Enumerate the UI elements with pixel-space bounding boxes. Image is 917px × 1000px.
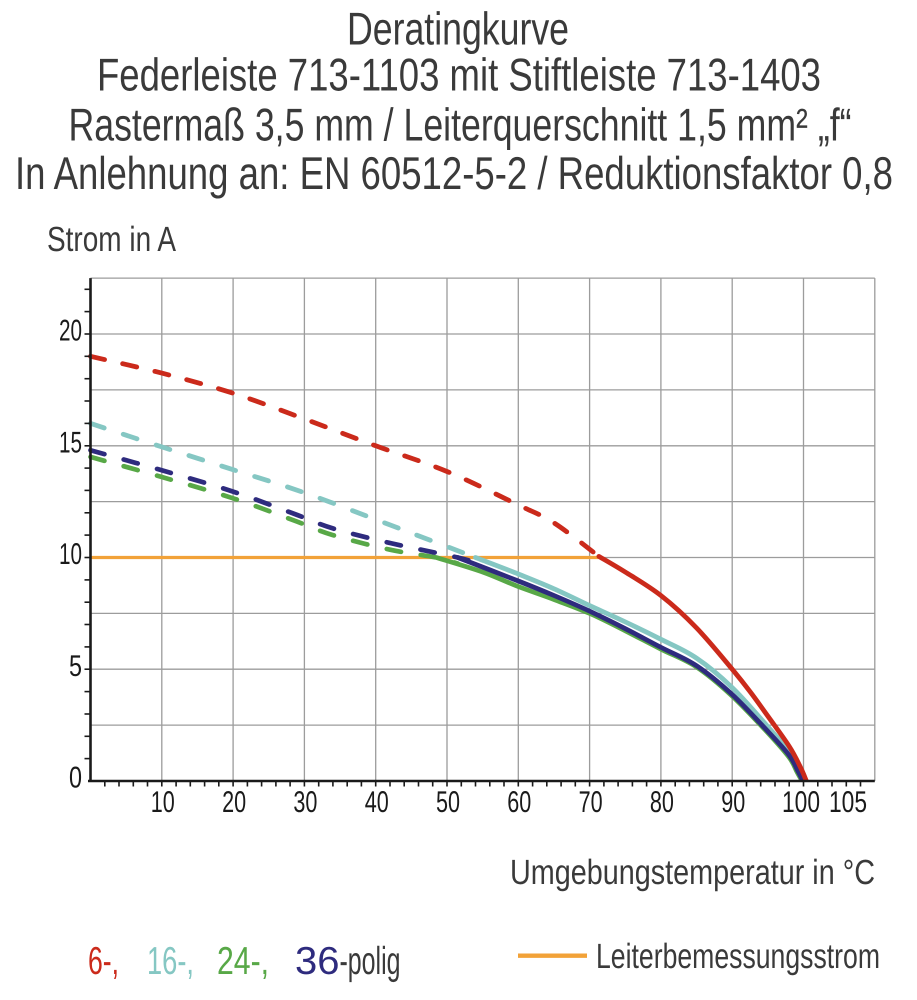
svg-text:50: 50: [436, 786, 460, 819]
svg-text:36: 36: [295, 940, 340, 983]
svg-text:Rastermaß 3,5 mm / Leiterquers: Rastermaß 3,5 mm / Leiterquerschnitt 1,5…: [69, 99, 852, 151]
svg-text:-polig: -polig: [340, 940, 401, 983]
svg-text:10: 10: [151, 786, 175, 819]
svg-text:6-,: 6-,: [88, 940, 119, 983]
svg-text:5: 5: [69, 650, 82, 683]
svg-text:30: 30: [293, 786, 317, 819]
svg-text:70: 70: [579, 786, 603, 819]
svg-text:80: 80: [650, 786, 674, 819]
svg-text:100: 100: [782, 786, 820, 819]
svg-text:Federleiste 713-1103 mit Stift: Federleiste 713-1103 mit Stiftleiste 713…: [97, 49, 821, 101]
svg-text:24-,: 24-,: [217, 940, 269, 983]
svg-text:105: 105: [829, 786, 867, 819]
svg-text:16-,: 16-,: [147, 940, 194, 983]
svg-text:40: 40: [365, 786, 389, 819]
svg-text:20: 20: [59, 315, 82, 348]
svg-text:Strom in A: Strom in A: [47, 220, 177, 259]
svg-text:90: 90: [721, 786, 745, 819]
svg-text:0: 0: [69, 762, 82, 795]
svg-text:In Anlehnung an: EN 60512-5-2: In Anlehnung an: EN 60512-5-2 / Reduktio…: [15, 147, 893, 199]
svg-text:Deratingkurve: Deratingkurve: [347, 3, 569, 55]
svg-text:10: 10: [59, 538, 82, 571]
svg-text:Leiterbemessungsstrom: Leiterbemessungsstrom: [596, 937, 880, 976]
svg-text:Umgebungstemperatur in °C: Umgebungstemperatur in °C: [510, 853, 875, 892]
svg-text:60: 60: [507, 786, 531, 819]
svg-text:15: 15: [59, 426, 82, 459]
svg-text:20: 20: [222, 786, 246, 819]
